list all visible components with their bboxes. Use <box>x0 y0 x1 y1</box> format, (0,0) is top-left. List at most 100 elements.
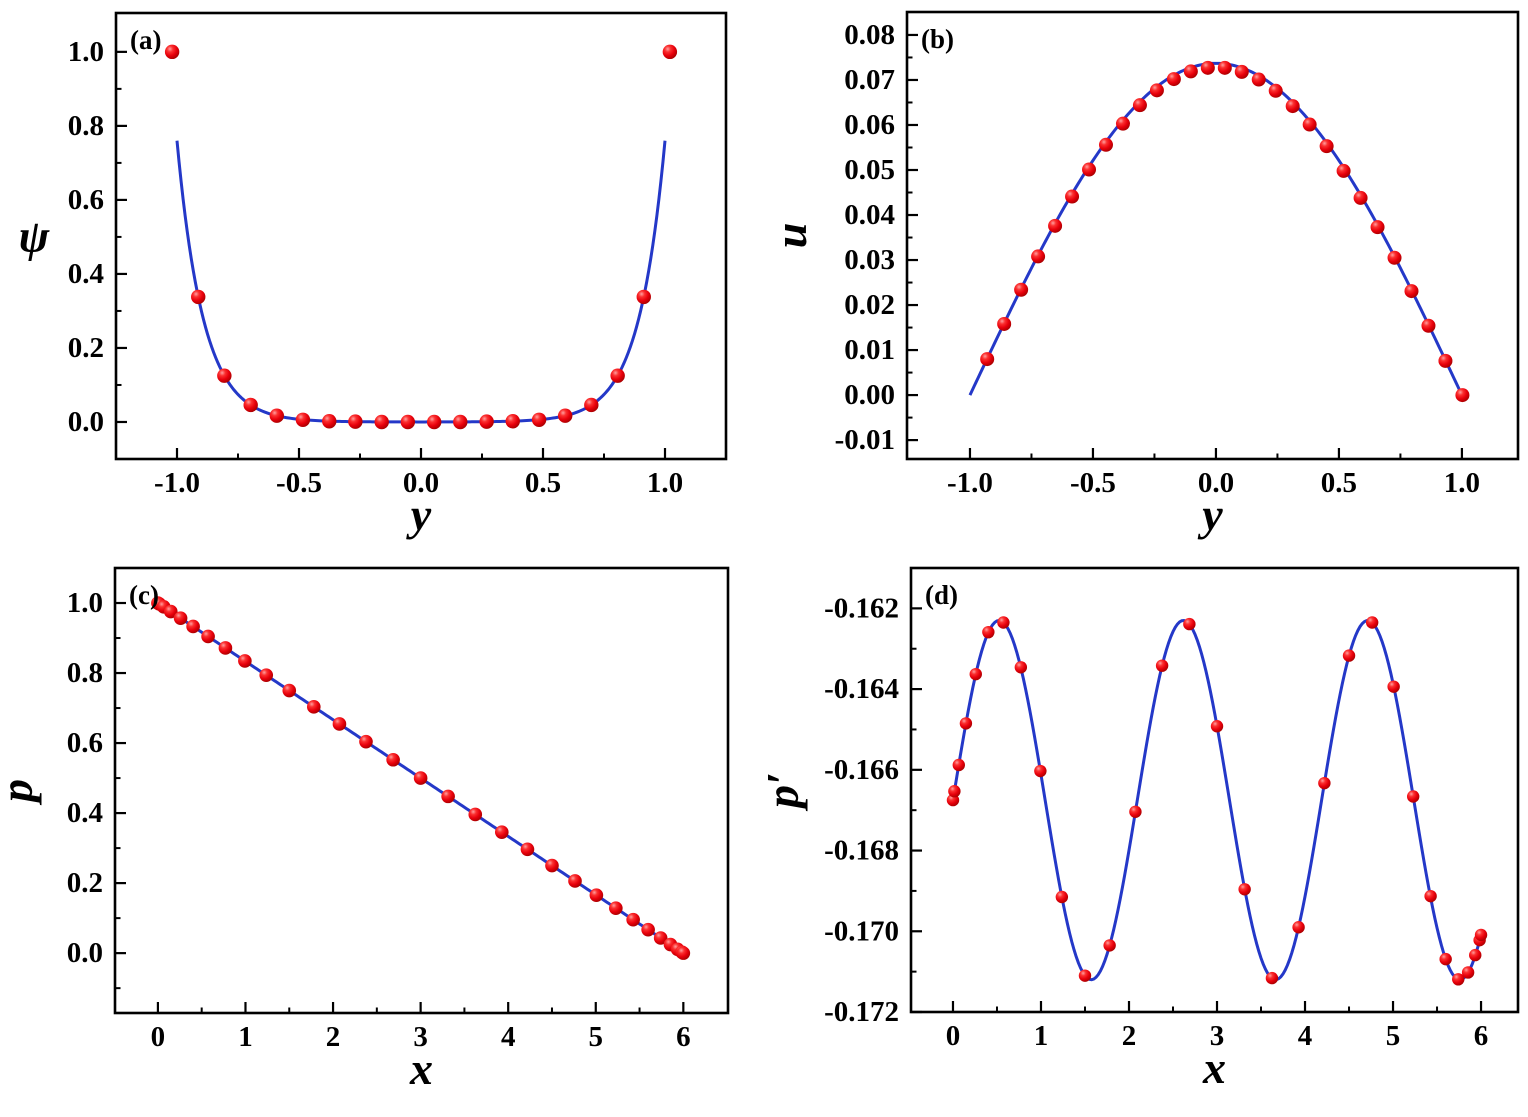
data-point <box>1031 249 1046 264</box>
data-point <box>558 408 573 423</box>
data-point <box>348 414 363 429</box>
panel-d-tag: (d) <box>925 580 958 610</box>
panel-b: -1.0 -0.5 0.0 0.5 1.0 -0.01 0.00 0.01 0.02 0.03 0.… <box>765 10 1520 540</box>
panel-b-points <box>980 60 1470 403</box>
data-point <box>952 758 965 772</box>
data-point <box>1439 952 1452 966</box>
data-point <box>1302 117 1317 132</box>
y-tick-label: -0.164 <box>824 673 899 705</box>
data-point <box>1474 928 1488 942</box>
data-point <box>453 414 468 430</box>
data-point <box>641 922 655 937</box>
data-point <box>295 412 311 427</box>
data-point <box>1183 64 1198 79</box>
x-tick-label: 0.0 <box>403 467 439 499</box>
data-point <box>1132 98 1147 113</box>
data-point <box>1319 139 1334 154</box>
y-tick-label: -0.162 <box>824 592 899 624</box>
y-tick-label: 0.6 <box>67 727 103 759</box>
data-point <box>1183 617 1196 631</box>
data-point <box>173 611 188 625</box>
y-tick-label: 0.03 <box>844 244 895 276</box>
panel-c-frame <box>113 566 730 1015</box>
data-point <box>653 931 668 945</box>
x-tick-label: 0.0 <box>1198 467 1234 499</box>
panel-b-tag: (b) <box>921 24 954 54</box>
panel-c-y-axis-title: p <box>0 779 42 806</box>
y-tick-label: 0.2 <box>68 332 104 364</box>
data-point <box>201 629 215 644</box>
panel-c-points <box>151 596 691 960</box>
panel-b-frame <box>905 10 1520 461</box>
data-point <box>238 654 252 668</box>
data-point <box>1166 72 1181 87</box>
y-tick-label: 0.6 <box>68 184 104 216</box>
data-point <box>969 667 982 681</box>
data-point <box>332 717 347 731</box>
data-point <box>545 858 559 873</box>
panel-b-y-axis-title: u <box>765 223 816 249</box>
x-tick-label: -0.5 <box>1070 467 1116 499</box>
data-point <box>282 683 297 698</box>
y-tick-label: -0.172 <box>824 996 899 1028</box>
data-point <box>1387 680 1400 693</box>
x-tick-label: -1.0 <box>947 467 993 499</box>
panel-d-frame <box>909 566 1520 1014</box>
data-point <box>259 668 274 682</box>
data-point <box>1251 72 1266 87</box>
data-point <box>1129 805 1142 818</box>
x-tick-label: 0 <box>151 1021 166 1053</box>
data-point <box>636 289 651 305</box>
data-point <box>400 414 416 430</box>
y-tick-label: 0.05 <box>844 154 895 186</box>
data-point <box>1370 220 1385 235</box>
y-tick-label: 0.01 <box>844 334 895 366</box>
data-point <box>1082 162 1097 177</box>
data-point <box>568 874 582 888</box>
x-tick-label: 5 <box>1386 1020 1401 1052</box>
data-point <box>1353 190 1368 205</box>
panel-a-y-axis-title: ψ <box>19 211 51 262</box>
data-point <box>1155 659 1169 672</box>
x-tick-label: 3 <box>1210 1020 1225 1052</box>
y-tick-label: -0.170 <box>824 915 899 947</box>
data-point <box>1149 83 1164 98</box>
data-point <box>609 901 623 915</box>
data-point <box>163 604 178 619</box>
data-point <box>1438 353 1453 368</box>
x-tick-label: 4 <box>1298 1020 1313 1052</box>
panel-c-tag: (c) <box>129 580 159 610</box>
y-tick-label: 0.4 <box>67 797 103 829</box>
data-point <box>1098 137 1113 152</box>
x-tick-label: 1 <box>1034 1020 1049 1052</box>
x-tick-label: 1.0 <box>1444 467 1480 499</box>
data-point <box>1292 921 1305 934</box>
data-point <box>479 414 494 429</box>
panel-a-frame <box>114 11 728 461</box>
data-point <box>1365 616 1379 629</box>
data-point <box>1034 764 1047 778</box>
x-tick-label: 6 <box>1474 1020 1489 1052</box>
panel-d-curve <box>951 618 1483 982</box>
y-tick-label: -0.01 <box>835 424 895 456</box>
data-point <box>374 414 389 430</box>
y-tick-label: 0.06 <box>844 109 895 141</box>
x-tick-label: -0.5 <box>276 467 322 499</box>
data-point <box>306 700 321 714</box>
panel-d: 0 1 2 3 4 5 6 -0.172 -0.170 -0.168 -0.166 -0.164 -0.… <box>757 566 1520 1093</box>
data-point <box>426 414 442 430</box>
data-point <box>505 414 520 429</box>
data-point <box>359 734 373 749</box>
data-point <box>1318 776 1331 790</box>
data-point <box>531 412 547 427</box>
data-point <box>164 44 180 60</box>
panel-c-x-axis-title: x <box>409 1043 433 1094</box>
data-point <box>495 825 509 839</box>
data-point <box>997 616 1010 629</box>
data-point <box>1048 218 1063 233</box>
data-point <box>1461 966 1475 979</box>
x-tick-label: 5 <box>589 1021 604 1053</box>
x-tick-label: 0.5 <box>1321 467 1357 499</box>
data-point <box>610 368 625 383</box>
y-tick-label: 0.07 <box>844 64 895 96</box>
